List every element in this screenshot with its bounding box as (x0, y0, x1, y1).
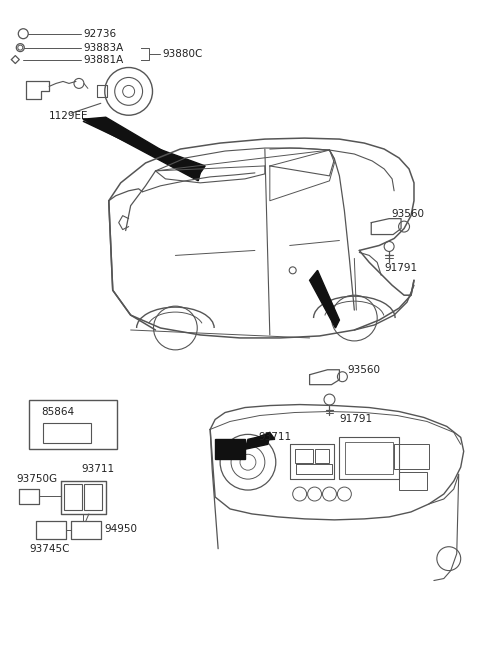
Bar (394, 444, 429, 469)
Text: 92736: 92736 (83, 29, 116, 39)
Bar (215, 440, 245, 459)
Polygon shape (248, 432, 275, 441)
Text: 93711: 93711 (258, 432, 291, 442)
Text: 93745C: 93745C (29, 544, 70, 553)
Text: 91791: 91791 (339, 415, 372, 424)
Text: 93880C: 93880C (162, 48, 203, 58)
Text: 91791: 91791 (384, 263, 417, 273)
Bar (399, 472, 427, 490)
Bar (314, 449, 329, 463)
Bar (84, 484, 102, 510)
Text: 93560: 93560 (348, 365, 380, 375)
Bar (346, 442, 393, 474)
Text: 93711: 93711 (81, 464, 114, 474)
Text: 93881A: 93881A (83, 54, 123, 65)
Bar (64, 484, 82, 510)
Bar (339, 438, 399, 479)
Text: 85864: 85864 (41, 407, 74, 417)
Polygon shape (310, 271, 339, 328)
Bar (29, 400, 117, 449)
Text: 93883A: 93883A (83, 43, 123, 52)
Text: 1129EE: 1129EE (49, 111, 89, 121)
Text: 94950: 94950 (105, 524, 138, 534)
Bar (43, 423, 91, 443)
Polygon shape (245, 434, 270, 449)
Text: 93750G: 93750G (16, 474, 58, 484)
Text: 93560: 93560 (391, 209, 424, 219)
Polygon shape (83, 121, 205, 176)
Polygon shape (83, 117, 200, 181)
Bar (295, 449, 312, 463)
